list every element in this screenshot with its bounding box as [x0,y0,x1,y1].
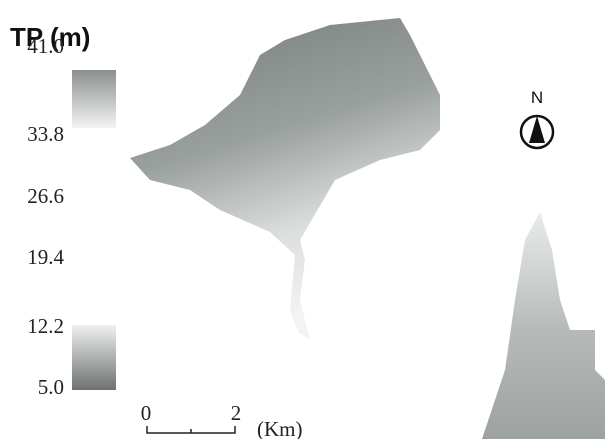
terrain-area [130,18,440,340]
scale-end: 2 [231,401,242,425]
north-arrow: N [521,88,553,148]
legend-label: 41.0 [27,34,64,58]
legend-label: 5.0 [38,375,64,399]
map-figure: TP (m) 41.033.826.619.412.25.0 N 0 2 (Km… [0,0,605,439]
legend-label: 26.6 [27,184,64,208]
legend-label: 19.4 [27,245,64,269]
legend-label: 33.8 [27,122,64,146]
scale-bar: 0 2 (Km) [141,401,303,439]
terrain-area [482,212,605,439]
legend-ramp-top [72,70,116,128]
north-label: N [531,88,543,107]
legend: 41.0 33.8 26.6 19.4 12.2 5.0 [27,34,64,399]
legend-label: 12.2 [27,314,64,338]
scale-start: 0 [141,401,152,425]
scale-unit: (Km) [257,417,303,439]
legend-ramp-bottom [72,325,116,390]
